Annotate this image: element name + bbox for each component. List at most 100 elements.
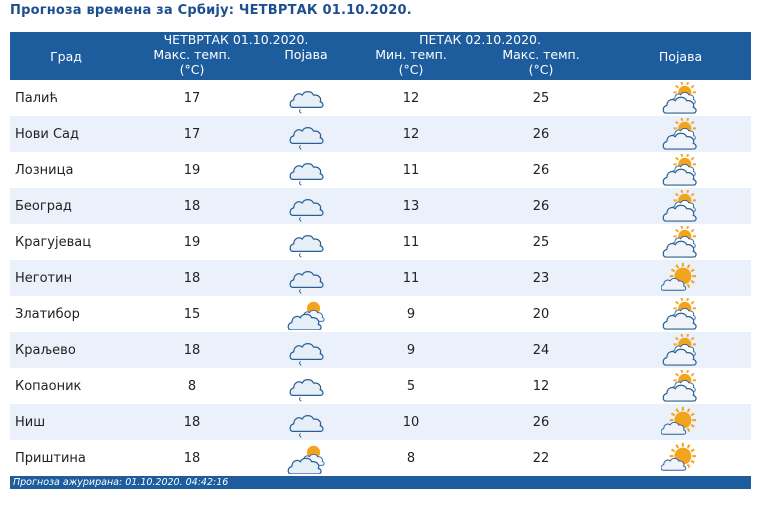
max-temp-day1: 8: [122, 368, 262, 404]
table-row: Неготин 18 11 23: [10, 260, 752, 296]
partly-cloudy-icon: [662, 334, 697, 366]
table-row: Приштина 18 8 22: [10, 440, 752, 476]
cloudy-sun-icon: [287, 445, 325, 474]
table-row: Златибор 15 9 20: [10, 296, 752, 332]
city-name: Лозница: [10, 152, 122, 188]
cloud-icon: [289, 415, 324, 438]
weather-icon-day2: [610, 440, 752, 476]
partly-cloudy-icon: [662, 370, 697, 402]
weather-icon-day2: [610, 224, 752, 260]
partly-cloudy-icon: [662, 118, 697, 150]
max-temp-day2: 20: [472, 296, 611, 332]
column-header-phenomenon-day1: Појава: [262, 47, 351, 80]
unit-label: (°C): [398, 62, 424, 77]
cloud-icon: [289, 235, 324, 258]
city-name: Неготин: [10, 260, 122, 296]
city-name: Приштина: [10, 440, 122, 476]
weather-icon-day2: [610, 116, 752, 152]
weather-icon-day2: [610, 80, 752, 116]
mostly-sunny-icon: [660, 406, 696, 435]
max-temp-day1: 19: [122, 152, 262, 188]
weather-icon-day1: [262, 260, 351, 296]
max-temp-day2: 24: [472, 332, 611, 368]
mostly-sunny-icon: [660, 442, 696, 471]
column-header-min-temp-day2: Мин. темп. (°C): [350, 47, 473, 80]
table-row: Краљево 18 9 24: [10, 332, 752, 368]
max-temp-day2: 26: [472, 152, 611, 188]
weather-icon-day2: [610, 332, 752, 368]
footer-bar: Прогноза ажурирана: 01.10.2020. 04:42:16: [10, 476, 751, 489]
max-temp-day2: 23: [472, 260, 611, 296]
mostly-sunny-icon: [660, 262, 696, 291]
max-temp-day2: 26: [472, 404, 611, 440]
weather-icon-day2: [610, 296, 752, 332]
max-temp-day1: 18: [122, 332, 262, 368]
min-temp-day2: 10: [350, 404, 473, 440]
partly-cloudy-icon: [662, 298, 697, 330]
max-temp-day1: 18: [122, 440, 262, 476]
cloud-icon: [289, 379, 324, 402]
column-header-max-temp-day2: Макс. темп. (°C): [472, 47, 611, 80]
min-temp-day2: 13: [350, 188, 473, 224]
city-name: Крагујевац: [10, 224, 122, 260]
cloud-icon: [289, 271, 324, 294]
min-temp-day2: 11: [350, 260, 473, 296]
weather-icon-day1: [262, 332, 351, 368]
weather-icon-day1: [262, 296, 351, 332]
max-temp-day1: 17: [122, 116, 262, 152]
day2-header: ПЕТАК 02.10.2020.: [350, 32, 611, 47]
table-row: Крагујевац 19 11 25: [10, 224, 752, 260]
forecast-body: Палић 17 12 25 Нови Сад 17 12 26 Лозница 19 11 26 Бе…: [10, 80, 752, 476]
weather-icon-day2: [610, 368, 752, 404]
weather-icon-day1: [262, 80, 351, 116]
max-temp-day1: 18: [122, 404, 262, 440]
max-temp-day2: 26: [472, 188, 611, 224]
max-temp-label: Макс. темп.: [153, 47, 231, 62]
max-temp-day1: 17: [122, 80, 262, 116]
table-row: Нови Сад 17 12 26: [10, 116, 752, 152]
min-temp-day2: 11: [350, 224, 473, 260]
weather-icon-day2: [610, 152, 752, 188]
max-temp-day1: 19: [122, 224, 262, 260]
cloud-icon: [289, 199, 324, 222]
table-row: Ниш 18 10 26: [10, 404, 752, 440]
unit-label: (°C): [179, 62, 205, 77]
weather-icon-day1: [262, 404, 351, 440]
column-header-city: Град: [10, 32, 122, 80]
max-temp-day2: 12: [472, 368, 611, 404]
weather-icon-day1: [262, 116, 351, 152]
city-name: Златибор: [10, 296, 122, 332]
updated-timestamp: Прогноза ажурирана: 01.10.2020. 04:42:16: [13, 477, 229, 488]
city-name: Нови Сад: [10, 116, 122, 152]
table-row: Копаоник 8 5 12: [10, 368, 752, 404]
unit-label: (°C): [528, 62, 554, 77]
table-row: Београд 18 13 26: [10, 188, 752, 224]
table-row: Палић 17 12 25: [10, 80, 752, 116]
weather-icon-day2: [610, 404, 752, 440]
weather-icon-day1: [262, 224, 351, 260]
max-temp-day1: 18: [122, 188, 262, 224]
min-temp-label: Мин. темп.: [375, 47, 447, 62]
cloud-icon: [289, 163, 324, 186]
max-temp-day2: 26: [472, 116, 611, 152]
city-name: Палић: [10, 80, 122, 116]
min-temp-day2: 9: [350, 296, 473, 332]
city-name: Копаоник: [10, 368, 122, 404]
weather-icon-day1: [262, 440, 351, 476]
weather-icon-day1: [262, 152, 351, 188]
partly-cloudy-icon: [662, 190, 697, 222]
min-temp-day2: 9: [350, 332, 473, 368]
max-temp-day1: 18: [122, 260, 262, 296]
partly-cloudy-icon: [662, 154, 697, 186]
weather-icon-day2: [610, 260, 752, 296]
max-temp-label: Макс. темп.: [502, 47, 580, 62]
day1-header: ЧЕТВРТАК 01.10.2020.: [122, 32, 351, 47]
min-temp-day2: 12: [350, 80, 473, 116]
min-temp-day2: 5: [350, 368, 473, 404]
min-temp-day2: 12: [350, 116, 473, 152]
cloud-icon: [289, 127, 324, 150]
cloud-icon: [289, 343, 324, 366]
cloud-icon: [289, 91, 324, 114]
partly-cloudy-icon: [662, 226, 697, 258]
min-temp-day2: 8: [350, 440, 473, 476]
